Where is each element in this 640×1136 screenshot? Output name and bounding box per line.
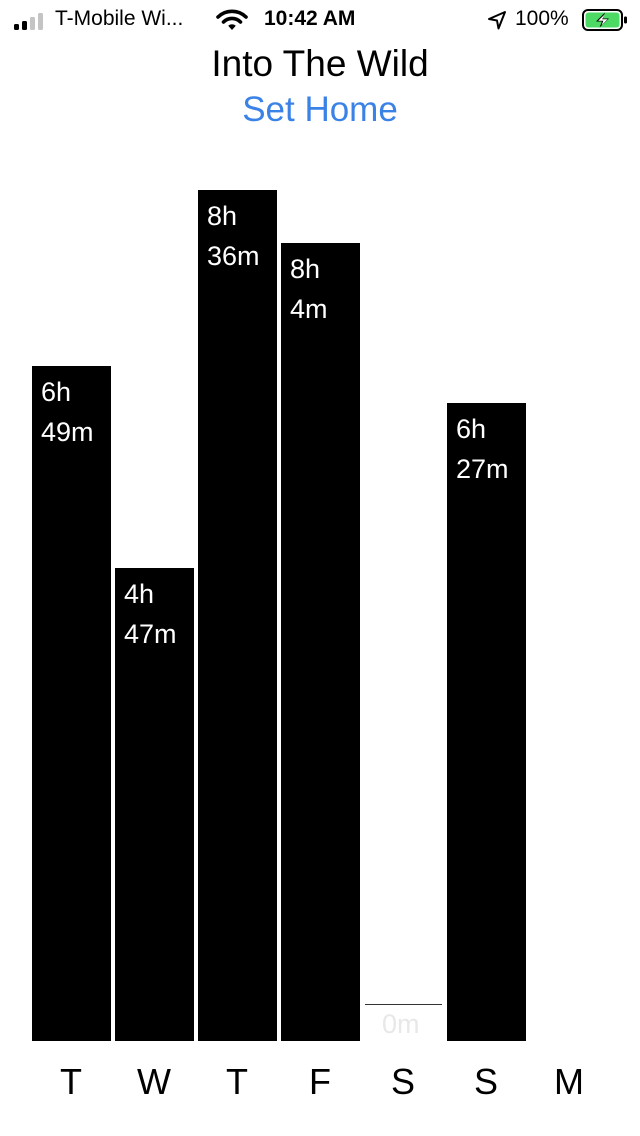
chart-bar[interactable] xyxy=(115,568,194,1041)
page-title: Into The Wild xyxy=(211,43,429,84)
status-bar: T-Mobile Wi... 10:42 AM 100% xyxy=(0,0,640,40)
cellular-signal-icon xyxy=(14,10,48,30)
carrier-name: T-Mobile Wi... xyxy=(55,7,184,30)
x-axis-day-label[interactable]: S xyxy=(473,1061,498,1102)
zero-baseline-mark xyxy=(365,1004,442,1005)
x-axis-day-label[interactable]: S xyxy=(390,1061,415,1102)
signal-bar xyxy=(38,13,43,30)
status-time: 10:42 AM xyxy=(264,7,356,30)
signal-bar xyxy=(30,17,35,30)
battery-charging-icon xyxy=(582,9,627,31)
wifi-icon xyxy=(216,9,248,30)
chart-bar[interactable] xyxy=(198,190,277,1041)
chart-bar[interactable] xyxy=(447,403,526,1041)
chart-bar[interactable] xyxy=(281,243,360,1041)
chart-bar[interactable] xyxy=(32,366,111,1041)
signal-bar xyxy=(22,21,27,30)
x-axis-day-label[interactable]: T xyxy=(226,1061,248,1102)
bar-value-label: 0m xyxy=(382,1009,420,1039)
x-axis-day-label[interactable]: F xyxy=(309,1061,331,1102)
x-axis-day-label[interactable]: W xyxy=(137,1061,171,1102)
battery-percentage: 100% xyxy=(515,7,569,30)
x-axis-day-label[interactable]: M xyxy=(554,1061,584,1102)
location-arrow-icon xyxy=(488,11,506,30)
x-axis-day-label[interactable]: T xyxy=(60,1061,82,1102)
signal-bar xyxy=(14,24,19,30)
set-home-button[interactable]: Set Home xyxy=(242,90,398,129)
